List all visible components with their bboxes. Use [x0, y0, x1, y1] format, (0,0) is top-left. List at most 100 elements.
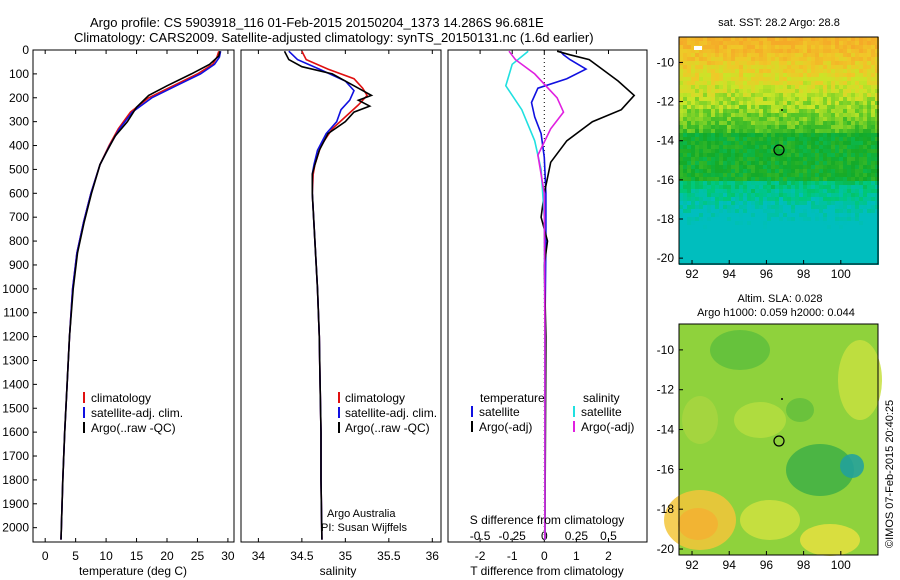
float-track-dot — [781, 109, 783, 111]
map-y-tick-label: -18 — [657, 502, 675, 516]
y-tick-label: 1000 — [2, 282, 29, 296]
x-tick-label: 0 — [42, 549, 49, 563]
map-y-tick-label: -12 — [657, 95, 675, 109]
temperature-panel: 0100200300400500600700800900100011001200… — [2, 43, 235, 578]
s-tick-label: 0.5 — [600, 529, 617, 543]
y-tick-label: 1400 — [2, 377, 29, 391]
s-tick-label: 0.25 — [565, 529, 589, 543]
x-tick-label: 30 — [221, 549, 235, 563]
map-x-tick-label: 100 — [831, 267, 851, 281]
x-tick-label: 34.5 — [290, 549, 314, 563]
s-tick-label: -0.5 — [470, 529, 491, 543]
y-tick-label: 1800 — [2, 473, 29, 487]
x-tick-label: 5 — [72, 549, 79, 563]
map-x-tick-label: 94 — [723, 558, 737, 572]
sla-map-title: Altim. SLA: 0.028 — [738, 293, 823, 305]
sst-map-grid — [679, 37, 879, 265]
x-tick-label: -1 — [507, 549, 518, 563]
header-line-1: Argo profile: CS 5903918_116 01-Feb-2015… — [90, 15, 544, 30]
argo-position-marker — [773, 435, 785, 447]
imos-credit: ©IMOS 07-Feb-2015 20:40:25 — [884, 400, 896, 548]
y-tick-label: 1100 — [3, 306, 29, 320]
legend-label-salinity-argo: Argo(-adj) — [581, 420, 634, 434]
map-y-tick-label: -18 — [657, 212, 675, 226]
x-tick-label: 20 — [160, 549, 174, 563]
x-tick-label: 35.5 — [377, 549, 401, 563]
map-y-tick-label: -14 — [657, 134, 675, 148]
y-tick-label: 600 — [9, 186, 29, 200]
x-tick-label: 34 — [252, 549, 266, 563]
y-tick-label: 1700 — [2, 449, 29, 463]
map-x-tick-label: 100 — [831, 558, 851, 572]
y-tick-label: 1900 — [2, 497, 29, 511]
map-y-tick-label: -16 — [657, 462, 675, 476]
annotation-argo-australia: Argo Australia — [327, 508, 396, 520]
legend-label-climatology: climatology — [345, 391, 405, 405]
y-tick-label: 2000 — [2, 521, 29, 535]
x-tick-label: 25 — [191, 549, 205, 563]
series-line-argo-raw-qc — [283, 50, 374, 540]
map-y-tick-label: -16 — [657, 173, 675, 187]
legend-label-argo: Argo(..raw -QC) — [91, 421, 176, 435]
y-tick-label: 200 — [9, 91, 29, 105]
x-tick-label: 1 — [573, 549, 580, 563]
sla-map-panel: Altim. SLA: 0.028 Argo h1000: 0.059 h200… — [657, 293, 882, 572]
legend-label-argo: Argo(..raw -QC) — [345, 421, 430, 435]
map-x-tick-label: 98 — [797, 558, 811, 572]
x-tick-label: -2 — [475, 549, 486, 563]
map-y-tick-label: -20 — [657, 542, 675, 556]
y-tick-label: 100 — [9, 67, 29, 81]
temperature-legend: climatology satellite-adj. clim. Argo(..… — [83, 391, 183, 435]
t-difference-x-label: T difference from climatology — [470, 564, 624, 578]
legend-label-climatology: climatology — [91, 391, 151, 405]
x-tick-label: 0 — [541, 549, 548, 563]
map-y-tick-label: -10 — [657, 343, 675, 357]
y-tick-label: 1600 — [2, 425, 29, 439]
salinity-panel: 34 34.5 35 35.5 36 salinity climatology sate… — [240, 49, 442, 578]
map-y-tick-label: -12 — [657, 383, 675, 397]
map-x-tick-label: 98 — [797, 267, 811, 281]
series-line-argo-raw-qc — [60, 51, 221, 540]
legend-label-salinity-satellite: satellite — [581, 405, 622, 419]
y-tick-label: 700 — [9, 210, 29, 224]
legend-label-temperature-argo: Argo(-adj) — [479, 420, 532, 434]
header-line-2: Climatology: CARS2009. Satellite-adjuste… — [74, 30, 594, 45]
x-tick-label: 10 — [99, 549, 113, 563]
sla-map-subtitle: Argo h1000: 0.059 h2000: 0.044 — [697, 307, 855, 319]
map-y-tick-label: -20 — [657, 251, 675, 265]
float-track-dot — [781, 398, 783, 400]
temperature-x-label: temperature (deg C) — [79, 564, 187, 578]
s-tick-label: -0.25 — [499, 529, 527, 543]
legend-label-temperature-satellite: satellite — [479, 405, 520, 419]
map-x-tick-label: 92 — [685, 267, 699, 281]
x-tick-label: 36 — [426, 549, 440, 563]
sst-map-panel: sat. SST: 28.2 Argo: 28.8 -10 -12 -14 -16 -1… — [657, 17, 879, 281]
sst-map-title: sat. SST: 28.2 Argo: 28.8 — [718, 17, 840, 29]
map-x-tick-label: 96 — [760, 558, 774, 572]
legend-heading-temperature: temperature — [480, 391, 545, 405]
legend-label-satellite: satellite-adj. clim. — [345, 406, 437, 420]
salinity-legend: climatology satellite-adj. clim. Argo(..… — [338, 391, 437, 435]
argo-position-marker — [773, 144, 785, 156]
map-y-tick-label: -10 — [657, 55, 675, 69]
y-tick-label: 1500 — [2, 401, 29, 415]
map-y-tick-label: -14 — [657, 423, 675, 437]
difference-panel: -2 -1 0 1 2-0.5 -0.25 0 0.25 0.5 T difference fr… — [447, 49, 648, 578]
map-x-tick-label: 92 — [685, 558, 699, 572]
y-tick-label: 1200 — [2, 330, 29, 344]
y-tick-label: 500 — [9, 162, 29, 176]
y-tick-label: 0 — [22, 43, 29, 57]
difference-legend-salinity: salinity satellite Argo(-adj) — [573, 391, 634, 434]
map-x-tick-label: 96 — [760, 267, 774, 281]
x-tick-label: 35 — [339, 549, 353, 563]
series-line-salinity-argo-adj — [508, 50, 565, 540]
x-tick-label: 15 — [130, 549, 144, 563]
x-tick-label: 2 — [605, 549, 612, 563]
y-tick-label: 400 — [9, 139, 29, 153]
sla-map-field — [664, 324, 882, 556]
difference-legend-temperature: temperature satellite Argo(-adj) — [471, 391, 545, 434]
y-tick-label: 800 — [9, 234, 29, 248]
s-difference-x-label: S difference from climatology — [470, 513, 625, 527]
y-tick-label: 900 — [9, 258, 29, 272]
